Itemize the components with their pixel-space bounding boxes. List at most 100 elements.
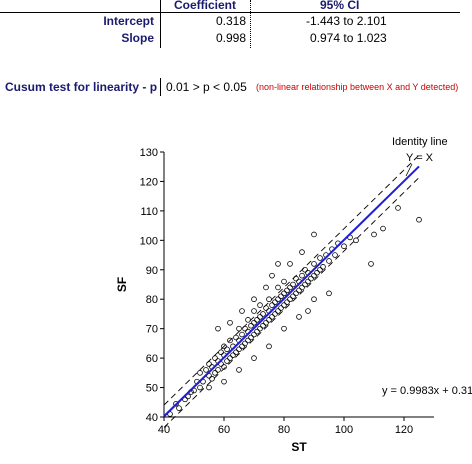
regression-line (163, 165, 420, 417)
y-tick-label: 100 (140, 235, 158, 247)
data-point (278, 293, 284, 300)
data-point (395, 205, 401, 211)
data-point (215, 325, 221, 332)
data-point (275, 308, 281, 314)
data-point (257, 302, 263, 308)
identity-label-eq: Y = X (406, 152, 434, 164)
data-point (302, 281, 308, 288)
plot-area: 40 50 60 70 80 90 100 110 120 130 40 60 80 100 120 ST SF… (115, 136, 472, 454)
slope-ci: 0.974 to 1.023 (310, 31, 387, 45)
intercept-coefficient: 0.318 (216, 14, 247, 28)
data-point (224, 358, 230, 364)
col-header-ci: 95% CI (320, 0, 360, 12)
y-tick-label: 120 (140, 176, 158, 188)
data-point (287, 261, 293, 267)
data-point (281, 290, 287, 297)
data-point (251, 296, 257, 303)
data-point (320, 264, 326, 270)
y-tick-label: 110 (140, 206, 158, 218)
data-point (311, 261, 317, 267)
data-point (266, 296, 272, 303)
data-point (299, 272, 305, 279)
data-point (266, 343, 272, 350)
identity-pointer (405, 163, 413, 177)
y-tick-label: 80 (146, 294, 158, 306)
data-point (311, 231, 317, 238)
data-point (263, 319, 269, 326)
x-tick-label: 80 (278, 424, 290, 436)
data-point (197, 370, 203, 376)
identity-label-title: Identity line (392, 136, 448, 148)
data-point (299, 284, 305, 291)
data-point (305, 278, 311, 285)
data-point (284, 299, 290, 305)
y-tick-label: 60 (146, 353, 158, 365)
regression-equation: y = 0.9983x + 0.3182 (382, 385, 472, 397)
data-point (242, 340, 248, 347)
x-tick-label: 60 (218, 424, 230, 436)
data-point (371, 231, 377, 238)
data-point (281, 278, 287, 285)
data-point (236, 367, 242, 373)
x-axis-label: ST (291, 440, 307, 454)
cusum-note: (non-linear relationship between X and Y… (256, 82, 459, 92)
ci-lower-line (163, 177, 420, 428)
data-point (257, 325, 263, 332)
data-point (248, 334, 254, 341)
data-point (176, 405, 182, 411)
data-point (224, 346, 230, 353)
data-point (275, 261, 281, 267)
ci-upper-line (163, 154, 420, 406)
data-point (269, 302, 275, 308)
row-label-slope: Slope (121, 31, 154, 45)
data-point (269, 272, 275, 279)
data-point (230, 352, 236, 358)
table-top-rule (0, 12, 460, 13)
data-point (251, 308, 257, 314)
data-point (233, 334, 239, 341)
data-point (326, 290, 332, 297)
data-point (173, 400, 179, 407)
data-point (275, 284, 281, 291)
cusum-divider (160, 78, 161, 96)
y-tick-label: 70 (146, 324, 158, 336)
col-header-coefficient: Coefficient (174, 0, 237, 12)
data-point (314, 269, 320, 276)
data-point (299, 249, 305, 255)
data-point (368, 261, 374, 267)
data-point (296, 314, 302, 320)
data-point (245, 337, 251, 344)
data-point (293, 290, 299, 297)
data-point (251, 319, 257, 326)
data-point (221, 378, 227, 385)
data-point (197, 384, 203, 391)
data-point (206, 384, 212, 391)
data-point (227, 337, 233, 344)
data-point (215, 367, 221, 373)
data-point (308, 275, 314, 282)
data-point (254, 317, 260, 323)
table-left-rule (160, 0, 161, 48)
data-point (245, 317, 251, 323)
data-point (263, 284, 269, 291)
cusum-value: 0.01 > p < 0.05 (166, 80, 247, 94)
data-point (236, 346, 242, 353)
y-tick-label: 40 (146, 412, 158, 424)
data-point (239, 331, 245, 338)
data-point (281, 302, 287, 308)
data-point (287, 284, 293, 291)
data-point (260, 311, 266, 317)
data-point (254, 328, 260, 335)
data-point (416, 216, 422, 223)
data-point (218, 349, 224, 356)
y-axis-label: SF (115, 277, 129, 292)
y-tick-label: 50 (146, 383, 158, 395)
data-point (209, 375, 215, 382)
slope-coefficient: 0.998 (216, 31, 247, 45)
data-point (233, 349, 239, 356)
data-point (269, 314, 275, 320)
data-point (326, 258, 332, 264)
data-point (239, 308, 245, 314)
y-tick-label: 130 (140, 147, 158, 159)
